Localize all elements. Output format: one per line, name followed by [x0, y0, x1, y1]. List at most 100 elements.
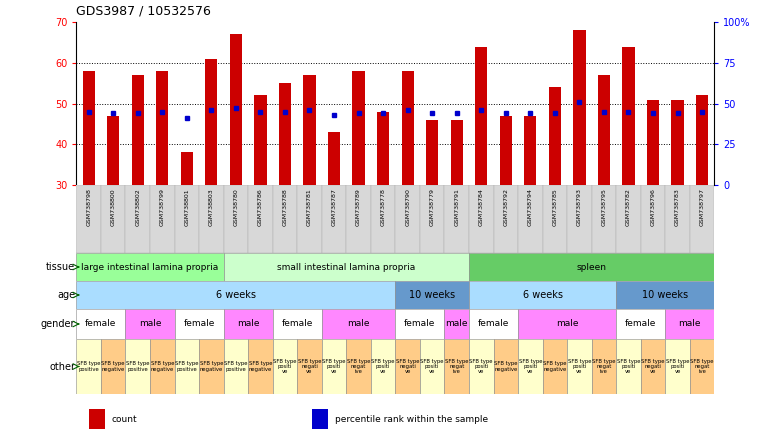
- Bar: [273, 309, 322, 339]
- Text: GSM738798: GSM738798: [86, 188, 91, 226]
- Bar: [451, 120, 463, 185]
- Bar: [420, 185, 445, 253]
- Text: female: female: [282, 320, 313, 329]
- Text: SFB type
negat
ive: SFB type negat ive: [445, 359, 468, 374]
- Text: other: other: [49, 361, 75, 372]
- Text: SFB type
positive: SFB type positive: [126, 361, 150, 372]
- Bar: [156, 71, 168, 185]
- Text: SFB type
positi
ve: SFB type positi ve: [568, 359, 591, 374]
- Bar: [542, 185, 567, 253]
- Text: GSM738803: GSM738803: [209, 188, 214, 226]
- Bar: [125, 309, 174, 339]
- Bar: [230, 34, 242, 185]
- Bar: [322, 185, 346, 253]
- Bar: [426, 120, 439, 185]
- Text: SFB type
positi
ve: SFB type positi ve: [420, 359, 444, 374]
- Text: 10 weeks: 10 weeks: [643, 290, 688, 300]
- Bar: [469, 253, 714, 281]
- Bar: [273, 185, 297, 253]
- Text: GSM738785: GSM738785: [552, 188, 558, 226]
- Bar: [665, 309, 714, 339]
- Text: SFB type
positive: SFB type positive: [175, 361, 199, 372]
- Text: male: male: [348, 320, 370, 329]
- Text: GSM738783: GSM738783: [675, 188, 680, 226]
- Text: SFB type
negati
ve: SFB type negati ve: [396, 359, 419, 374]
- Bar: [475, 47, 487, 185]
- Bar: [76, 185, 101, 253]
- Bar: [174, 309, 224, 339]
- Text: gender: gender: [40, 319, 75, 329]
- Text: SFB type
negat
ive: SFB type negat ive: [347, 359, 371, 374]
- Text: small intestinal lamina propria: small intestinal lamina propria: [277, 262, 416, 271]
- Bar: [125, 185, 150, 253]
- Bar: [420, 339, 445, 394]
- Bar: [445, 185, 469, 253]
- Bar: [224, 339, 248, 394]
- Text: male: male: [237, 320, 260, 329]
- Bar: [690, 339, 714, 394]
- Bar: [617, 185, 641, 253]
- Bar: [591, 339, 617, 394]
- Bar: [641, 339, 665, 394]
- Bar: [445, 339, 469, 394]
- Text: GSM738801: GSM738801: [184, 188, 189, 226]
- Bar: [206, 59, 218, 185]
- Bar: [617, 309, 665, 339]
- Text: GSM738784: GSM738784: [479, 188, 484, 226]
- Bar: [125, 339, 150, 394]
- Text: GSM738786: GSM738786: [258, 188, 263, 226]
- Text: SFB type
negati
ve: SFB type negati ve: [641, 359, 665, 374]
- Text: count: count: [112, 415, 137, 424]
- Bar: [131, 75, 144, 185]
- Bar: [542, 339, 567, 394]
- Bar: [297, 185, 322, 253]
- Bar: [396, 339, 420, 394]
- Text: GSM738794: GSM738794: [528, 188, 533, 226]
- Bar: [518, 185, 542, 253]
- Bar: [696, 95, 708, 185]
- Bar: [279, 83, 291, 185]
- Bar: [371, 185, 396, 253]
- Bar: [254, 95, 267, 185]
- Bar: [199, 339, 224, 394]
- Bar: [180, 152, 193, 185]
- Bar: [76, 309, 125, 339]
- Bar: [567, 339, 591, 394]
- Text: SFB type
negati
ve: SFB type negati ve: [298, 359, 321, 374]
- Bar: [371, 339, 396, 394]
- Text: female: female: [86, 320, 117, 329]
- Bar: [500, 116, 512, 185]
- Bar: [83, 71, 95, 185]
- Bar: [641, 185, 665, 253]
- Text: GSM738797: GSM738797: [700, 188, 704, 226]
- Bar: [396, 281, 469, 309]
- Bar: [690, 185, 714, 253]
- Bar: [346, 339, 371, 394]
- Text: GSM738778: GSM738778: [380, 188, 386, 226]
- Bar: [328, 132, 340, 185]
- Text: SFB type
negat
ive: SFB type negat ive: [691, 359, 714, 374]
- Text: large intestinal lamina propria: large intestinal lamina propria: [82, 262, 219, 271]
- Text: GSM738795: GSM738795: [601, 188, 607, 226]
- Text: SFB type
positi
ve: SFB type positi ve: [519, 359, 542, 374]
- Bar: [174, 339, 199, 394]
- Text: tissue: tissue: [46, 262, 75, 272]
- Bar: [469, 309, 518, 339]
- Text: GSM738790: GSM738790: [405, 188, 410, 226]
- Bar: [665, 185, 690, 253]
- Text: 6 weeks: 6 weeks: [216, 290, 256, 300]
- Text: male: male: [139, 320, 161, 329]
- Bar: [549, 87, 561, 185]
- Text: female: female: [625, 320, 656, 329]
- Bar: [303, 75, 316, 185]
- Bar: [377, 112, 389, 185]
- Text: GDS3987 / 10532576: GDS3987 / 10532576: [76, 5, 212, 18]
- Text: SFB type
negative: SFB type negative: [543, 361, 567, 372]
- Bar: [76, 253, 224, 281]
- Bar: [469, 281, 617, 309]
- Bar: [352, 71, 364, 185]
- Text: GSM738796: GSM738796: [650, 188, 656, 226]
- Text: 10 weeks: 10 weeks: [409, 290, 455, 300]
- Bar: [396, 185, 420, 253]
- Text: female: female: [478, 320, 509, 329]
